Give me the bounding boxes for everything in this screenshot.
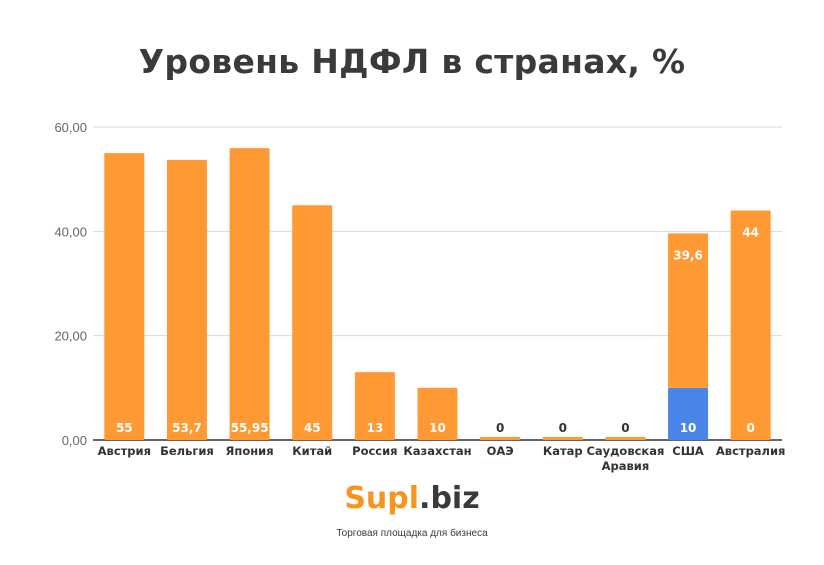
x-tick-label: ОАЭ xyxy=(487,444,514,458)
y-tick-label: 20,00 xyxy=(54,329,87,344)
bar-segment-zero xyxy=(480,437,521,440)
data-label: 0 xyxy=(747,421,755,435)
supl-biz-logo[interactable]: Supl.biz xyxy=(0,481,824,516)
bar-segment xyxy=(229,148,270,440)
chart-title: Уровень НДФЛ в странах, % xyxy=(138,42,686,81)
bar-segment xyxy=(104,153,145,441)
logo-part-supl: Supl xyxy=(344,481,420,516)
data-label: 10 xyxy=(429,421,446,435)
data-label: 0 xyxy=(559,421,567,435)
data-label: 53,7 xyxy=(172,421,202,435)
y-tick-label: 0,00 xyxy=(62,433,87,448)
bar-segment xyxy=(730,210,771,440)
bar-segment-zero xyxy=(605,437,646,440)
x-tick-label: Бельгия xyxy=(160,444,214,458)
data-label: 39,6 xyxy=(673,248,703,262)
x-tick-label: Австралия xyxy=(716,444,786,458)
y-tick-label: 60,00 xyxy=(54,120,87,135)
data-label: 44 xyxy=(742,225,759,239)
x-tick-label: Австрия xyxy=(98,444,151,458)
bar-segment xyxy=(668,387,709,440)
data-label: 55,95 xyxy=(231,421,269,435)
bar-segment-zero xyxy=(542,437,583,440)
x-tick-label: Китай xyxy=(292,444,332,458)
x-tick-label: США xyxy=(672,444,704,458)
bar-segment xyxy=(417,387,458,440)
bar-segment xyxy=(166,159,207,441)
data-label: 0 xyxy=(621,421,629,435)
x-tick-label: Россия xyxy=(352,444,397,458)
x-tick-label: Аравия xyxy=(602,459,650,473)
x-tick-label: Катар xyxy=(543,444,583,458)
data-label: 55 xyxy=(116,421,133,435)
x-tick-label: Саудовская xyxy=(586,444,664,458)
logo-tagline: Торговая площадка для бизнеса xyxy=(336,528,488,539)
x-tick-label: Япония xyxy=(226,444,274,458)
data-label: 10 xyxy=(680,421,697,435)
x-tick-label: Казахстан xyxy=(403,444,471,458)
data-label: 45 xyxy=(304,421,321,435)
data-label: 0 xyxy=(496,421,504,435)
data-label: 13 xyxy=(367,421,384,435)
y-tick-label: 40,00 xyxy=(54,224,87,239)
bar-segment xyxy=(668,233,709,388)
logo-part-biz: .biz xyxy=(419,481,480,516)
bar-segment xyxy=(354,372,395,440)
bar-segment xyxy=(292,205,333,440)
